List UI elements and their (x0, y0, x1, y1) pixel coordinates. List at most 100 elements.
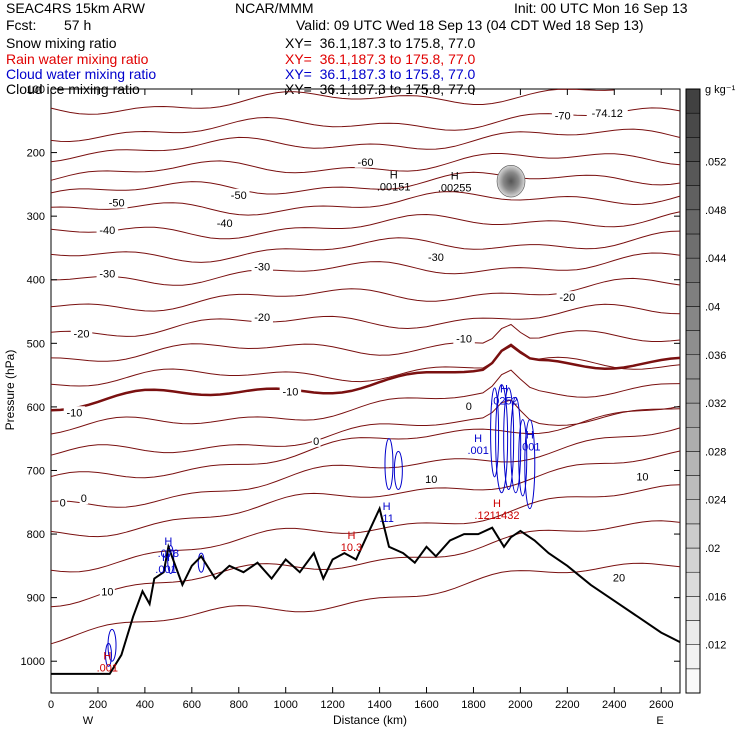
isotherm-line (50, 230, 681, 263)
extremum-value: .0252 (490, 396, 518, 408)
x-tick-label: 2400 (602, 699, 626, 711)
field-xy-cloud-water: XY= 36.1,187.3 to 175.8, 77.0 (285, 66, 476, 82)
field-name-snow: Snow mixing ratio (6, 35, 117, 51)
isotherm-line (50, 107, 681, 143)
extremum-marker: H (347, 530, 355, 542)
x-tick-label: 200 (89, 699, 107, 711)
contour-label-bg (464, 399, 474, 412)
colorbar-tick-label: .052 (705, 156, 726, 168)
extremum-marker: H (451, 171, 459, 183)
colorbar-tick-label: .044 (705, 253, 726, 265)
colorbar-segment (685, 282, 701, 307)
contour-label: 10 (101, 587, 113, 599)
cloud-water-contour (393, 450, 403, 491)
extremum-value: .11 (379, 513, 393, 525)
contour-label: -20 (559, 292, 575, 304)
isotherm-line (50, 405, 681, 479)
contour-label-bg (96, 223, 119, 236)
colorbar-segment (685, 354, 701, 380)
snow-mixing-ratio-shade (496, 164, 526, 198)
field-xy-snow: XY= 36.1,187.3 to 175.8, 77.0 (285, 35, 476, 51)
colorbar-tick-label: .032 (705, 398, 726, 410)
cloud-water-contour (503, 387, 515, 491)
contour-label: 0 (313, 436, 319, 448)
colorbar-tick-label: .028 (705, 446, 726, 458)
extremum-value: .078 (158, 548, 179, 560)
extremum-value: .1211432 (474, 510, 519, 522)
isotherm-line (50, 484, 681, 573)
isotherm-line (50, 171, 681, 195)
x-tick-label: 400 (136, 699, 154, 711)
contour-label: 20 (613, 573, 625, 585)
y-tick-label: 800 (27, 529, 45, 541)
extremum-marker: H (383, 501, 391, 513)
x-tick-label: 2200 (555, 699, 579, 711)
contour-label: -60 (358, 157, 374, 169)
cloud-water-contour (384, 438, 394, 491)
isotherm-line (50, 345, 681, 387)
org-title: NCAR/MMM (235, 0, 314, 16)
contour-label: -50 (109, 197, 125, 209)
isotherm-line (50, 427, 681, 508)
isotherm-line (50, 128, 681, 163)
colorbar-segment (685, 499, 701, 525)
extremum-value: .001 (97, 663, 118, 675)
model-title: SEAC4RS 15km ARW (6, 0, 146, 16)
extremum-marker: H (526, 429, 534, 441)
y-tick-label: 200 (27, 148, 45, 160)
contour-label-bg (556, 291, 579, 304)
contour-label: -20 (74, 328, 90, 340)
extremum-marker: H (103, 651, 111, 663)
contour-label: -30 (99, 269, 115, 281)
isotherm-line (50, 323, 681, 362)
extremum-value: .001 (467, 445, 488, 457)
contour-label-bg (79, 492, 89, 505)
contour-label-bg (425, 251, 447, 264)
contour-label-bg (63, 406, 86, 419)
extremum-value: 10.3 (341, 542, 362, 554)
colorbar-segment (685, 402, 701, 428)
contour-label: -70 (555, 110, 571, 122)
x-tick-label: 1800 (461, 699, 485, 711)
x-axis-ticks: 0 200 400 600 800 1000 1200 1400 1600 1800 2000 220… (48, 89, 673, 711)
plot-frame (50, 88, 681, 694)
x-tick-label: 2000 (508, 699, 532, 711)
extremum-value: .001 (155, 564, 176, 576)
east-label: E (656, 715, 663, 727)
contour-label: 0 (81, 493, 87, 505)
y-tick-label: 300 (27, 211, 45, 223)
colorbar-segment (685, 233, 701, 259)
x-axis-label: Distance (km) (333, 713, 407, 727)
colorbar-tick-label: .048 (705, 205, 726, 217)
extremum-value: .00151 (377, 181, 411, 193)
cloud-water-contour (105, 642, 113, 667)
colorbar-segment (685, 185, 701, 211)
field-name-cloud-water: Cloud water mixing ratio (6, 66, 157, 82)
colorbar-segment (685, 137, 701, 162)
y-tick-label: 600 (27, 402, 45, 414)
y-tick-label: 100 (27, 84, 45, 96)
y-tick-label: 900 (27, 593, 45, 605)
contour-label: -74.12 (592, 108, 623, 120)
contour-label: -10 (282, 386, 298, 398)
contour-label: -20 (254, 312, 270, 324)
contour-label: -10 (456, 334, 472, 346)
y-tick-label: 1000 (21, 656, 45, 668)
x-tick-label: 1000 (273, 699, 297, 711)
colorbar-segment (685, 547, 701, 573)
init-time: Init: 00 UTC Mon 16 Sep 13 (514, 0, 688, 16)
colorbar-segment (685, 306, 701, 331)
contour-label: -30 (428, 252, 444, 264)
contour-label: -40 (99, 225, 115, 237)
colorbar-segment (685, 620, 701, 645)
contour-label: -50 (231, 190, 247, 202)
contour-label-bg (634, 470, 650, 483)
colorbar-tick-label: .02 (705, 543, 720, 555)
cloud-water-contour (518, 419, 528, 497)
isotherm-line (50, 399, 681, 456)
contour-label: -10 (67, 407, 83, 419)
contour-label-bg (611, 571, 627, 584)
contour-label-bg (311, 434, 321, 447)
contour-label: 0 (466, 401, 472, 413)
